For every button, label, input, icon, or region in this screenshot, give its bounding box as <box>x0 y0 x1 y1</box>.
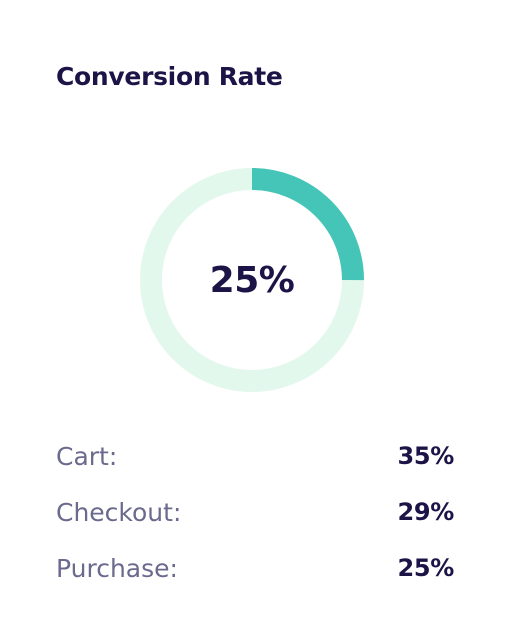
gauge-value: 25% <box>209 259 295 301</box>
gauge-fill <box>140 168 364 392</box>
funnel-stats: Cart: 35% Checkout: 29% Purchase: 25% <box>56 428 454 596</box>
stat-value: 25% <box>397 554 454 582</box>
stat-label: Checkout: <box>56 497 182 527</box>
stat-row-purchase: Purchase: 25% <box>56 540 454 596</box>
stat-value: 29% <box>397 498 454 526</box>
stat-label: Cart: <box>56 441 118 471</box>
stat-row-checkout: Checkout: 29% <box>56 484 454 540</box>
conversion-gauge: 25% <box>140 168 364 392</box>
stat-row-cart: Cart: 35% <box>56 428 454 484</box>
gauge-ring <box>140 168 364 392</box>
card-title: Conversion Rate <box>56 62 283 91</box>
stat-value: 35% <box>397 442 454 470</box>
stat-label: Purchase: <box>56 553 178 583</box>
